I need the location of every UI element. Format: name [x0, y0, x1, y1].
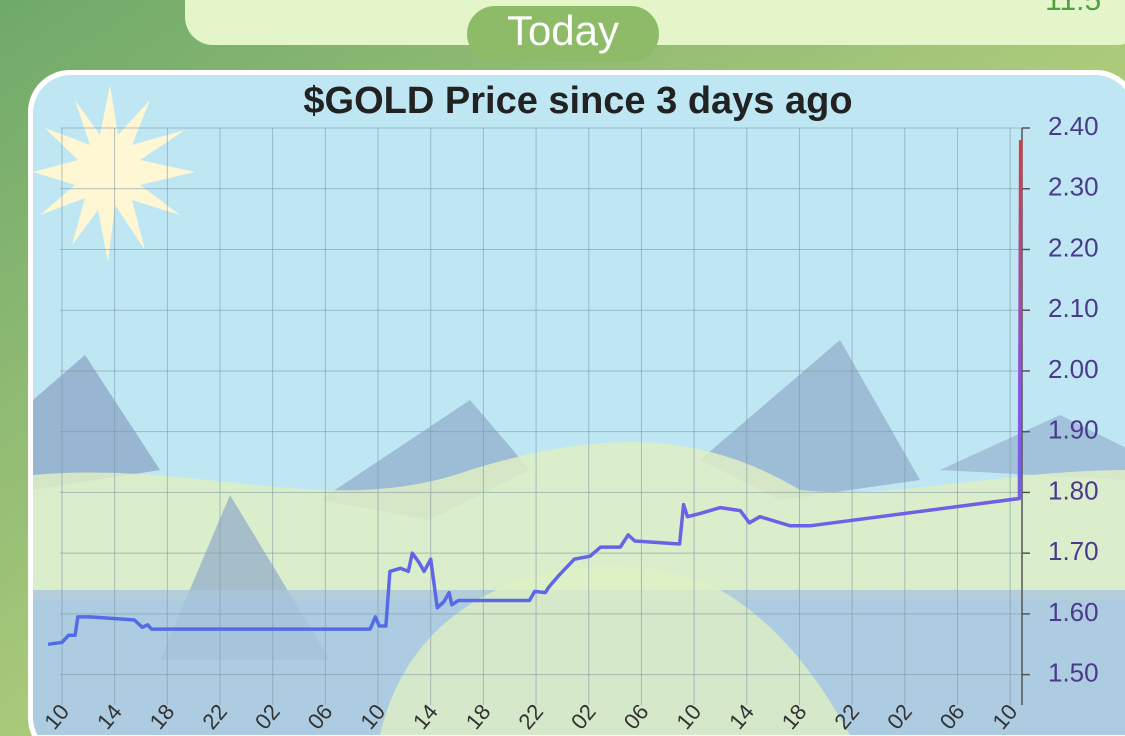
hill	[33, 442, 1125, 600]
y-tick-label: 2.30	[1048, 172, 1099, 202]
sun	[33, 85, 195, 262]
y-tick-label: 1.90	[1048, 415, 1099, 445]
y-tick-label: 2.00	[1048, 354, 1099, 384]
y-tick-label: 1.60	[1048, 597, 1099, 627]
y-tick-label: 2.20	[1048, 232, 1099, 262]
chart-image: $GOLD Price since 3 days ago 10 14 18 22 02 0…	[33, 75, 1125, 735]
y-tick-label: 1.70	[1048, 536, 1099, 566]
message-time: 11:5	[1045, 0, 1101, 17]
plot: 10 14 18 22 02 06 10 14 18 22 02 06 10 14 18 22 02 06 101.…	[39, 111, 1098, 734]
y-tick-label: 2.10	[1048, 293, 1099, 323]
mountain	[940, 415, 1125, 480]
y-tick-label: 1.50	[1048, 658, 1099, 688]
mountain	[700, 340, 920, 500]
y-tick-label: 2.40	[1048, 111, 1099, 141]
price-line	[47, 140, 1023, 647]
mountain	[33, 355, 160, 490]
y-tick-label: 1.80	[1048, 475, 1099, 505]
date-badge-text: Today	[507, 7, 619, 54]
chart-title: $GOLD Price since 3 days ago	[303, 80, 852, 122]
hill	[380, 566, 850, 735]
date-badge	[467, 6, 659, 62]
